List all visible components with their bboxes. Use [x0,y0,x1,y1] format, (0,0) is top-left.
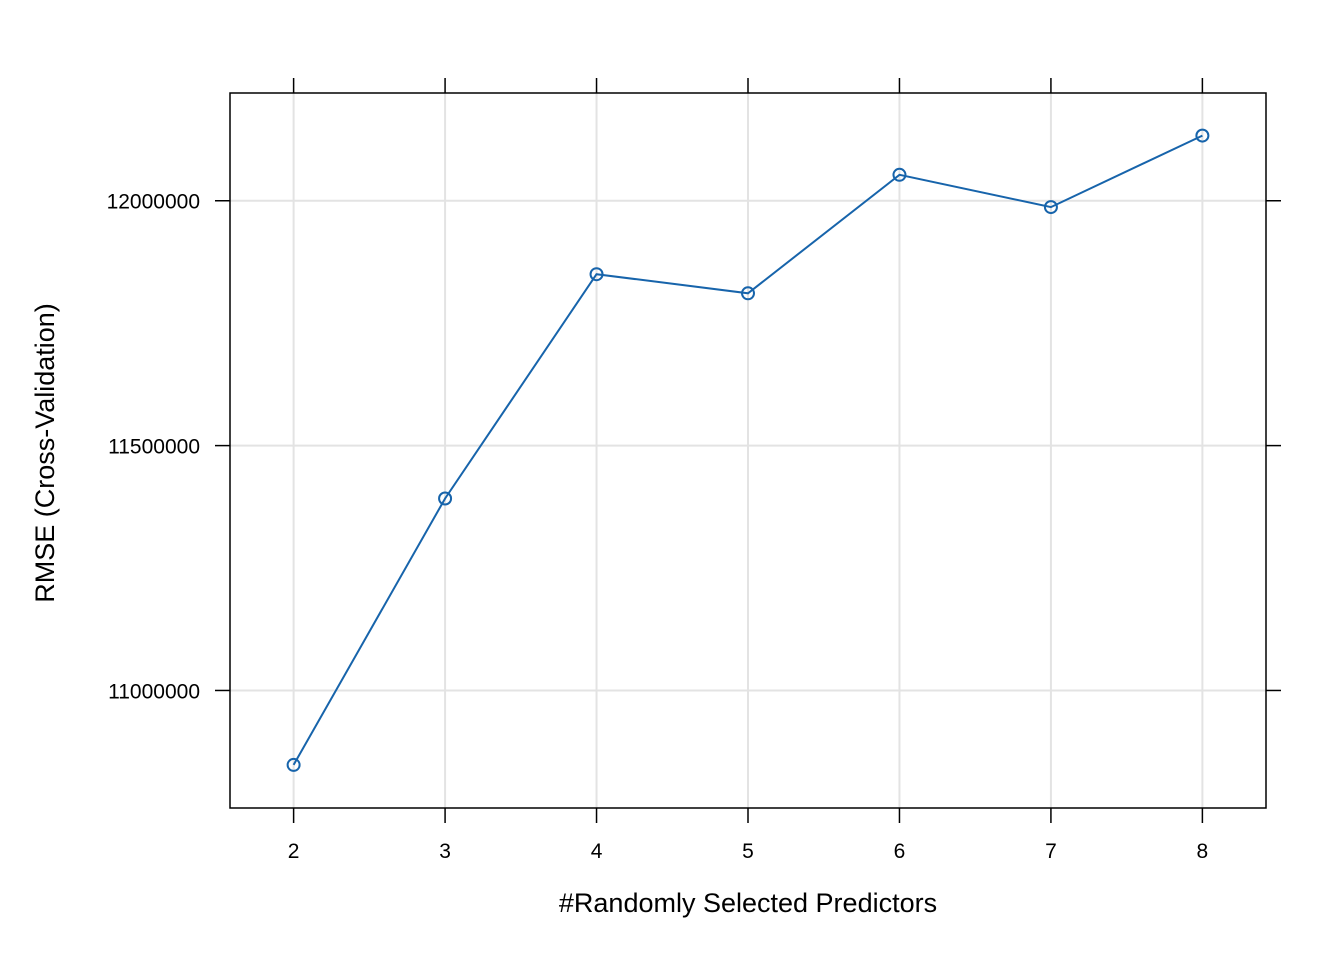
data-point [892,167,907,182]
y-tick-labels: 11000000 11500000 12000000 [107,191,200,704]
data-point [1043,200,1058,215]
y-tick-label: 11500000 [108,436,200,459]
x-tick-label: 6 [894,840,906,863]
x-tick-label: 8 [1197,840,1209,863]
y-tick-label: 12000000 [107,191,200,214]
x-tick-label: 3 [439,840,451,863]
x-tick-label: 4 [591,840,603,863]
data-point [741,286,755,301]
y-axis-title: RMSE (Cross-Validation) [30,303,60,603]
grid-lines [230,93,1266,808]
x-tick-label: 5 [742,840,754,863]
data-point [1195,128,1210,143]
data-point [438,491,453,506]
data-point [286,757,301,772]
y-tick-label: 11000000 [108,680,200,703]
x-axis-title: #Randomly Selected Predictors [559,888,937,918]
series-rmse [286,128,1210,772]
x-tick-labels: 2 3 4 5 6 7 8 [288,840,1208,863]
data-point [589,267,604,282]
x-tick-label: 2 [288,840,300,863]
plot-frame [229,92,1267,809]
series-line [292,134,1203,766]
x-tick-label: 7 [1045,840,1057,863]
axis-ticks [215,78,1281,823]
